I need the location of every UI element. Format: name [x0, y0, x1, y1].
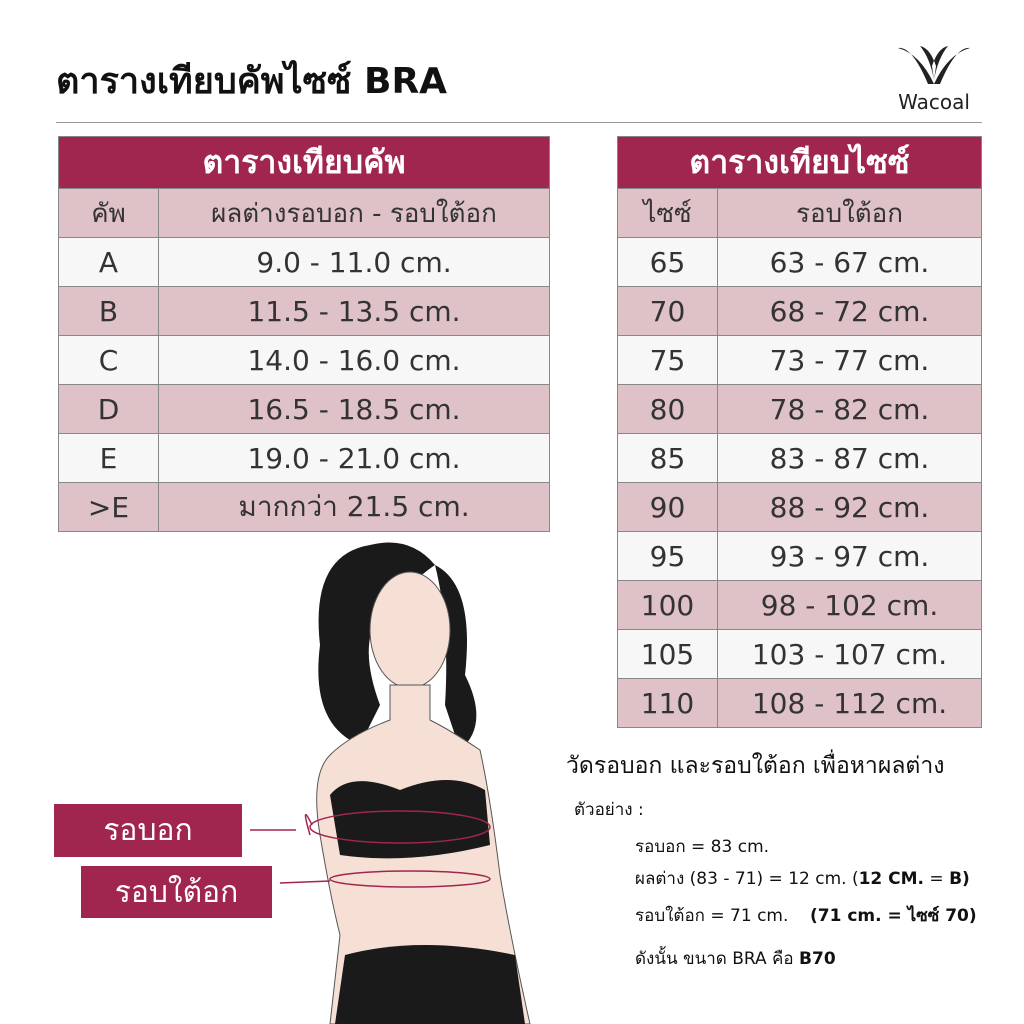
table-row: 85 83 - 87 cm.: [617, 433, 982, 483]
cell: 103 - 107 cm.: [717, 629, 982, 679]
cell: 105: [617, 629, 718, 679]
cell: 108 - 112 cm.: [717, 678, 982, 728]
diff-eq: =: [924, 869, 950, 889]
cell: C: [58, 335, 159, 385]
table-row: 95 93 - 97 cm.: [617, 531, 982, 581]
cell: 110: [617, 678, 718, 728]
figure-illustration: [250, 542, 531, 1024]
logo-text: Wacoal: [898, 90, 970, 114]
example-line-bust: รอบอก = 83 cm.: [635, 837, 770, 857]
cell: 70: [617, 286, 718, 336]
page-title: ตารางเทียบคัพไซซ์ BRA: [56, 61, 448, 102]
cell: 68 - 72 cm.: [717, 286, 982, 336]
cell: 83 - 87 cm.: [717, 433, 982, 483]
cell: 85: [617, 433, 718, 483]
table-row: E 19.0 - 21.0 cm.: [58, 433, 550, 483]
cell: 88 - 92 cm.: [717, 482, 982, 532]
table-row: A 9.0 - 11.0 cm.: [58, 237, 550, 287]
table-row: 110 108 - 112 cm.: [617, 678, 982, 728]
cell: 16.5 - 18.5 cm.: [158, 384, 550, 434]
column-header: คัพ: [58, 188, 159, 238]
underbust-label: รอบใต้อก: [81, 866, 272, 918]
cell: >E: [58, 482, 159, 532]
table-row: 100 98 - 102 cm.: [617, 580, 982, 630]
cell: 80: [617, 384, 718, 434]
cell: A: [58, 237, 159, 287]
wacoal-logo-icon: [898, 46, 970, 84]
result-size: B70: [799, 949, 836, 969]
table-row: C 14.0 - 16.0 cm.: [58, 335, 550, 385]
cell: มากกว่า 21.5 cm.: [158, 482, 550, 532]
table-row: >E มากกว่า 21.5 cm.: [58, 482, 550, 532]
cell: 78 - 82 cm.: [717, 384, 982, 434]
underbust-text: รอบใต้อก = 71 cm.: [635, 906, 789, 926]
bust-label: รอบอก: [54, 804, 242, 857]
cell: 75: [617, 335, 718, 385]
table-row: 105 103 - 107 cm.: [617, 629, 982, 679]
cell: 11.5 - 13.5 cm.: [158, 286, 550, 336]
underbust-size: (71 cm. = ไซซ์ 70): [810, 906, 977, 926]
cell: 14.0 - 16.0 cm.: [158, 335, 550, 385]
cell: 98 - 102 cm.: [717, 580, 982, 630]
column-header: ไซซ์: [617, 188, 718, 238]
cell: 73 - 77 cm.: [717, 335, 982, 385]
diff-bold: 12 CM.: [858, 869, 925, 889]
divider: [56, 122, 982, 123]
cell: 19.0 - 21.0 cm.: [158, 433, 550, 483]
column-header: รอบใต้อก: [717, 188, 982, 238]
cell: D: [58, 384, 159, 434]
cell: B: [58, 286, 159, 336]
cell: 95: [617, 531, 718, 581]
table-row: 65 63 - 67 cm.: [617, 237, 982, 287]
table-row: B 11.5 - 13.5 cm.: [58, 286, 550, 336]
example-line-diff: ผลต่าง (83 - 71) = 12 cm. (12 CM. = B): [635, 865, 970, 892]
table-title: ตารางเทียบไซซ์: [617, 136, 982, 189]
cell: 65: [617, 237, 718, 287]
table-title: ตารางเทียบคัพ: [58, 136, 550, 189]
table-row: D 16.5 - 18.5 cm.: [58, 384, 550, 434]
cell: 90: [617, 482, 718, 532]
example-result: ดังนั้น ขนาด BRA คือ B70: [635, 945, 836, 972]
notes-heading: วัดรอบอก และรอบใต้อก เพื่อหาผลต่าง: [566, 753, 945, 779]
cell: 100: [617, 580, 718, 630]
column-header: ผลต่างรอบอก - รอบใต้อก: [158, 188, 550, 238]
table-row: 70 68 - 72 cm.: [617, 286, 982, 336]
example-line-underbust: รอบใต้อก = 71 cm. (71 cm. = ไซซ์ 70): [635, 902, 977, 929]
table-row: 90 88 - 92 cm.: [617, 482, 982, 532]
wacoal-logo: Wacoal: [892, 40, 976, 114]
table-row: 75 73 - 77 cm.: [617, 335, 982, 385]
table-row: 80 78 - 82 cm.: [617, 384, 982, 434]
result-text: ดังนั้น ขนาด BRA คือ: [635, 949, 800, 969]
cell: E: [58, 433, 159, 483]
cell: 93 - 97 cm.: [717, 531, 982, 581]
diff-text: ผลต่าง (83 - 71) = 12 cm. (: [635, 869, 859, 889]
cell: 63 - 67 cm.: [717, 237, 982, 287]
cup-table: ตารางเทียบคัพ คัพ ผลต่างรอบอก - รอบใต้อก A 9…: [58, 136, 550, 532]
diff-cup: B): [949, 869, 970, 889]
size-table: ตารางเทียบไซซ์ ไซซ์ รอบใต้อก 65 63 - 67 cm. 7…: [617, 136, 982, 728]
example-label: ตัวอย่าง :: [574, 800, 644, 820]
cell: 9.0 - 11.0 cm.: [158, 237, 550, 287]
